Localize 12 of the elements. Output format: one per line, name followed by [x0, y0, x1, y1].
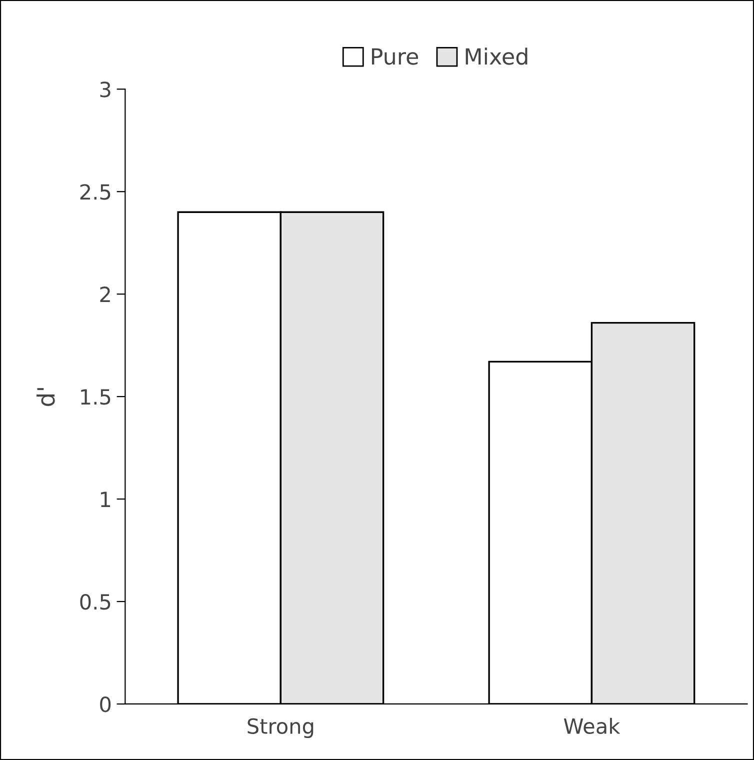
y-tick-label: 3 [100, 82, 110, 98]
y-tick-label: 1.5 [81, 389, 110, 405]
y-tick-label: 0.5 [80, 594, 110, 610]
y-axis-title: d' [36, 388, 55, 406]
y-tick-label: 1 [101, 492, 110, 507]
y-tick-label: 0 [100, 696, 111, 712]
y-tick-label: 2.5 [80, 184, 110, 200]
x-tick-label: Strong [248, 718, 314, 738]
y-tick-label: 2 [100, 286, 110, 302]
x-tick-label: Weak [564, 718, 620, 734]
legend-label: Pure [372, 48, 418, 65]
legend-label: Mixed [466, 48, 528, 65]
